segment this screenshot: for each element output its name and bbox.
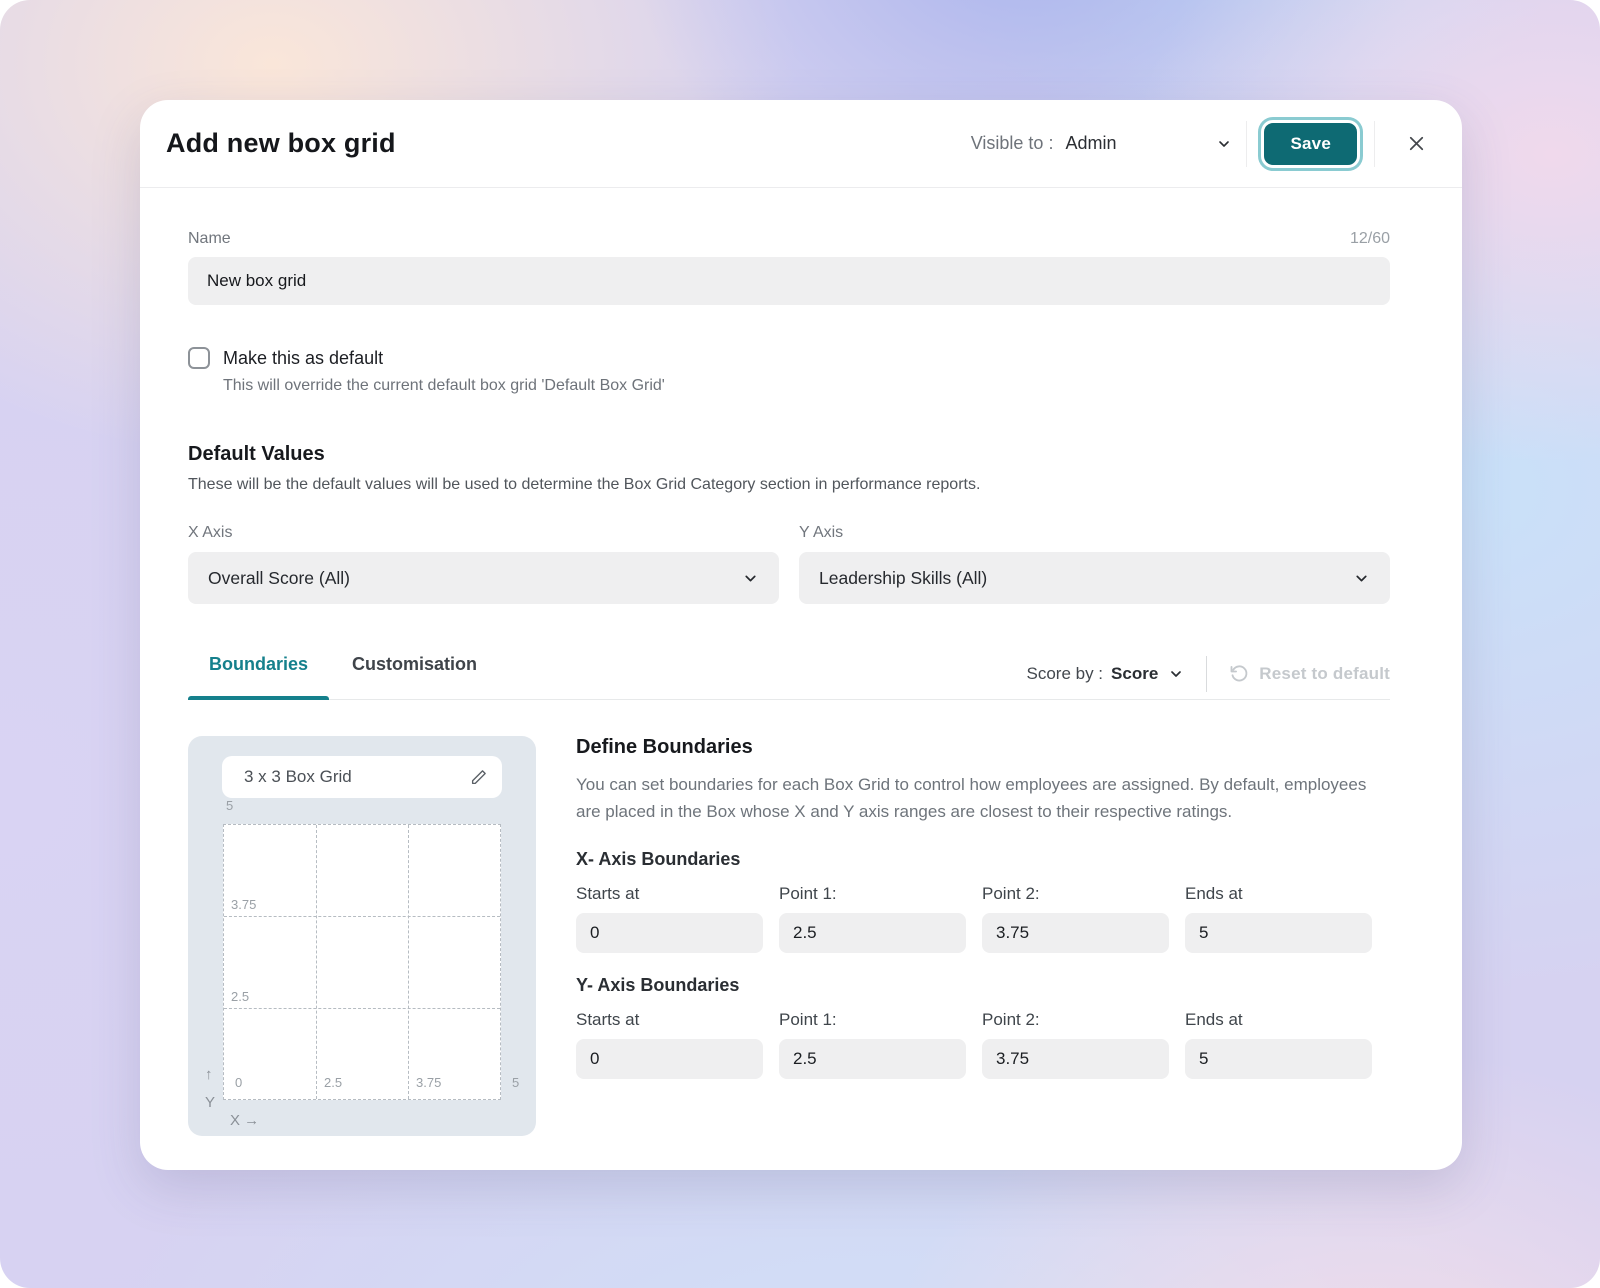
edit-pencil-icon[interactable] — [470, 768, 488, 786]
field-label: Ends at — [1185, 884, 1243, 904]
define-boundaries-title: Define Boundaries — [576, 736, 753, 758]
chevron-down-icon — [1216, 136, 1232, 152]
x-tick-label: 3.75 — [416, 1075, 442, 1090]
add-box-grid-modal: Add new box grid Visible to : Admin Save — [140, 100, 1462, 1170]
x-point1-input[interactable] — [779, 913, 966, 954]
tabs-toolbar: Score by : Score Reset to default — [1026, 656, 1390, 692]
y-axis-label: Y Axis — [799, 524, 844, 541]
y-point2-field: Point 2: — [982, 1010, 1169, 1080]
header-actions: Visible to : Admin Save — [971, 119, 1428, 168]
modal-body: Name 12/60 Make this as default This wil… — [140, 188, 1462, 1170]
x-tick-label: 0 — [235, 1075, 243, 1090]
tabs-row: Boundaries Customisation Score by : Scor… — [188, 654, 1390, 700]
name-label: Name — [188, 230, 231, 247]
name-field-header: Name 12/60 — [188, 230, 1390, 248]
y-starts-at-field: Starts at — [576, 1010, 763, 1080]
y-starts-at-input[interactable] — [576, 1039, 763, 1080]
x-axis-selected-value: Overall Score (All) — [208, 567, 350, 588]
visible-to-label: Visible to : — [970, 133, 1054, 153]
grid-title: 3 x 3 Box Grid — [244, 767, 352, 786]
visible-to-dropdown[interactable]: Visible to : Admin — [971, 133, 1233, 154]
boundaries-content: 3 x 3 Box Grid 5 3.75 2.5 0 — [188, 736, 1390, 1136]
x-axis-boundaries-title: X- Axis Boundaries — [576, 849, 741, 870]
y-axis-selected-value: Leadership Skills (All) — [819, 567, 988, 588]
reset-label: Reset to default — [1259, 664, 1390, 683]
visible-to-value: Admin — [1065, 133, 1117, 153]
field-label: Starts at — [576, 1010, 640, 1030]
x-ends-at-input[interactable] — [1185, 913, 1372, 954]
y-axis-select[interactable]: Leadership Skills (All) — [799, 552, 1390, 604]
grid-line — [315, 825, 317, 1099]
y-max-label: 5 — [226, 798, 234, 813]
define-boundaries-section: Define Boundaries You can set boundaries… — [576, 736, 1390, 1136]
divider — [1206, 656, 1208, 692]
field-label: Ends at — [1185, 1010, 1243, 1030]
reset-icon — [1229, 664, 1249, 684]
field-label: Point 1: — [779, 1010, 837, 1030]
axis-selects-row: X Axis Overall Score (All) Y Axis Leader… — [188, 524, 1390, 604]
field-label: Point 1: — [779, 884, 837, 904]
score-by-label: Score by : — [1026, 664, 1104, 683]
divider — [1374, 120, 1375, 167]
x-max-label: 5 — [512, 1075, 520, 1090]
grid-line — [407, 825, 409, 1099]
y-point2-input[interactable] — [982, 1039, 1169, 1080]
box-grid-preview-panel: 3 x 3 Box Grid 5 3.75 2.5 0 — [188, 736, 536, 1136]
field-label: Point 2: — [982, 884, 1040, 904]
x-axis-label: X Axis — [188, 524, 233, 541]
y-ends-at-input[interactable] — [1185, 1039, 1372, 1080]
field-label: Starts at — [576, 884, 640, 904]
x-axis-caption: X → — [230, 1112, 260, 1129]
y-tick-label: 2.5 — [231, 989, 250, 1004]
x-starts-at-field: Starts at — [576, 884, 763, 954]
save-button[interactable]: Save — [1261, 119, 1360, 168]
make-default-label: Make this as default — [223, 347, 384, 368]
y-axis-column: Y Axis Leadership Skills (All) — [799, 524, 1390, 604]
make-default-checkbox[interactable] — [188, 347, 210, 369]
grid-line — [224, 916, 500, 918]
default-values-title: Default Values — [188, 443, 325, 465]
y-axis-boundaries-title: Y- Axis Boundaries — [576, 975, 740, 996]
chevron-down-icon — [742, 570, 759, 587]
x-point1-field: Point 1: — [779, 884, 966, 954]
box-grid-plot: 3.75 2.5 0 2.5 3.75 5 — [223, 824, 519, 1100]
y-tick-label: 3.75 — [231, 897, 257, 912]
grid-title-card: 3 x 3 Box Grid — [222, 756, 502, 798]
y-axis-caption: Y — [205, 1094, 216, 1111]
score-by-dropdown[interactable]: Score by : Score — [1026, 664, 1184, 684]
modal-header: Add new box grid Visible to : Admin Save — [140, 100, 1462, 188]
grid-line — [224, 1007, 500, 1009]
reset-to-default-button[interactable]: Reset to default — [1229, 664, 1390, 684]
tab-boundaries[interactable]: Boundaries — [188, 654, 330, 700]
y-point1-input[interactable] — [779, 1039, 966, 1080]
x-point2-field: Point 2: — [982, 884, 1169, 954]
chevron-down-icon — [1168, 666, 1184, 682]
x-ends-at-field: Ends at — [1185, 884, 1372, 954]
x-axis-select[interactable]: Overall Score (All) — [188, 552, 779, 604]
x-axis-boundaries-fields: Starts at Point 1: Point 2: Ends at — [576, 884, 1390, 954]
name-input[interactable] — [188, 257, 1390, 305]
x-axis-column: X Axis Overall Score (All) — [188, 524, 779, 604]
chevron-down-icon — [1353, 570, 1370, 587]
x-starts-at-input[interactable] — [576, 913, 763, 954]
divider — [1246, 120, 1248, 167]
default-values-description: These will be the default values will be… — [188, 476, 981, 493]
x-point2-input[interactable] — [982, 913, 1169, 954]
page-title: Add new box grid — [166, 128, 396, 158]
make-default-helper: This will override the current default b… — [223, 377, 665, 394]
close-icon[interactable] — [1405, 132, 1428, 155]
score-by-value: Score — [1111, 664, 1159, 683]
y-axis-boundaries-fields: Starts at Point 1: Point 2: Ends at — [576, 1010, 1390, 1080]
make-default-row: Make this as default — [188, 347, 1390, 369]
define-boundaries-description: You can set boundaries for each Box Grid… — [576, 775, 1367, 822]
y-axis-arrow-icon: ↑ — [205, 1066, 213, 1083]
char-counter: 12/60 — [1349, 230, 1390, 247]
field-label: Point 2: — [982, 1010, 1040, 1030]
tab-customisation[interactable]: Customisation — [352, 654, 478, 674]
y-point1-field: Point 1: — [779, 1010, 966, 1080]
y-ends-at-field: Ends at — [1185, 1010, 1372, 1080]
x-tick-label: 2.5 — [324, 1075, 343, 1090]
